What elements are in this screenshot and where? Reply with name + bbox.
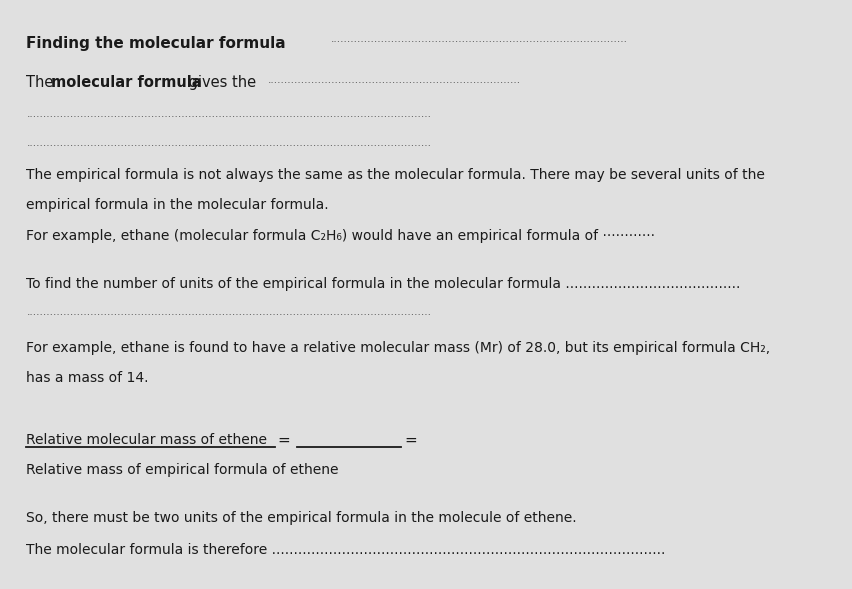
Text: ................................................................................: ........................................… <box>26 138 431 148</box>
Text: The: The <box>26 75 58 90</box>
Text: Relative mass of empirical formula of ethene: Relative mass of empirical formula of et… <box>26 463 338 477</box>
Text: Finding the molecular formula: Finding the molecular formula <box>26 36 285 51</box>
Text: gives the: gives the <box>184 75 261 90</box>
Text: ................................................................................: ........................................… <box>331 34 627 44</box>
Text: empirical formula in the molecular formula.: empirical formula in the molecular formu… <box>26 197 329 211</box>
Text: For example, ethane (molecular formula C₂H₆) would have an empirical formula of : For example, ethane (molecular formula C… <box>26 230 654 243</box>
Text: To find the number of units of the empirical formula in the molecular formula ..: To find the number of units of the empir… <box>26 277 740 291</box>
Text: ...........................................................................: ........................................… <box>268 75 520 85</box>
Text: =: = <box>277 433 290 448</box>
Text: Relative molecular mass of ethene: Relative molecular mass of ethene <box>26 433 268 446</box>
Text: ................................................................................: ........................................… <box>26 109 431 119</box>
Text: molecular formula: molecular formula <box>51 75 201 90</box>
Text: The molecular formula is therefore .............................................: The molecular formula is therefore .....… <box>26 543 665 557</box>
Text: For example, ethane is found to have a relative molecular mass (Mr) of 28.0, but: For example, ethane is found to have a r… <box>26 341 769 355</box>
Text: has a mass of 14.: has a mass of 14. <box>26 371 149 385</box>
Text: So, there must be two units of the empirical formula in the molecule of ethene.: So, there must be two units of the empir… <box>26 511 576 525</box>
Text: =: = <box>404 433 417 448</box>
Text: ................................................................................: ........................................… <box>26 307 431 317</box>
Text: The empirical formula is not always the same as the molecular formula. There may: The empirical formula is not always the … <box>26 168 764 182</box>
